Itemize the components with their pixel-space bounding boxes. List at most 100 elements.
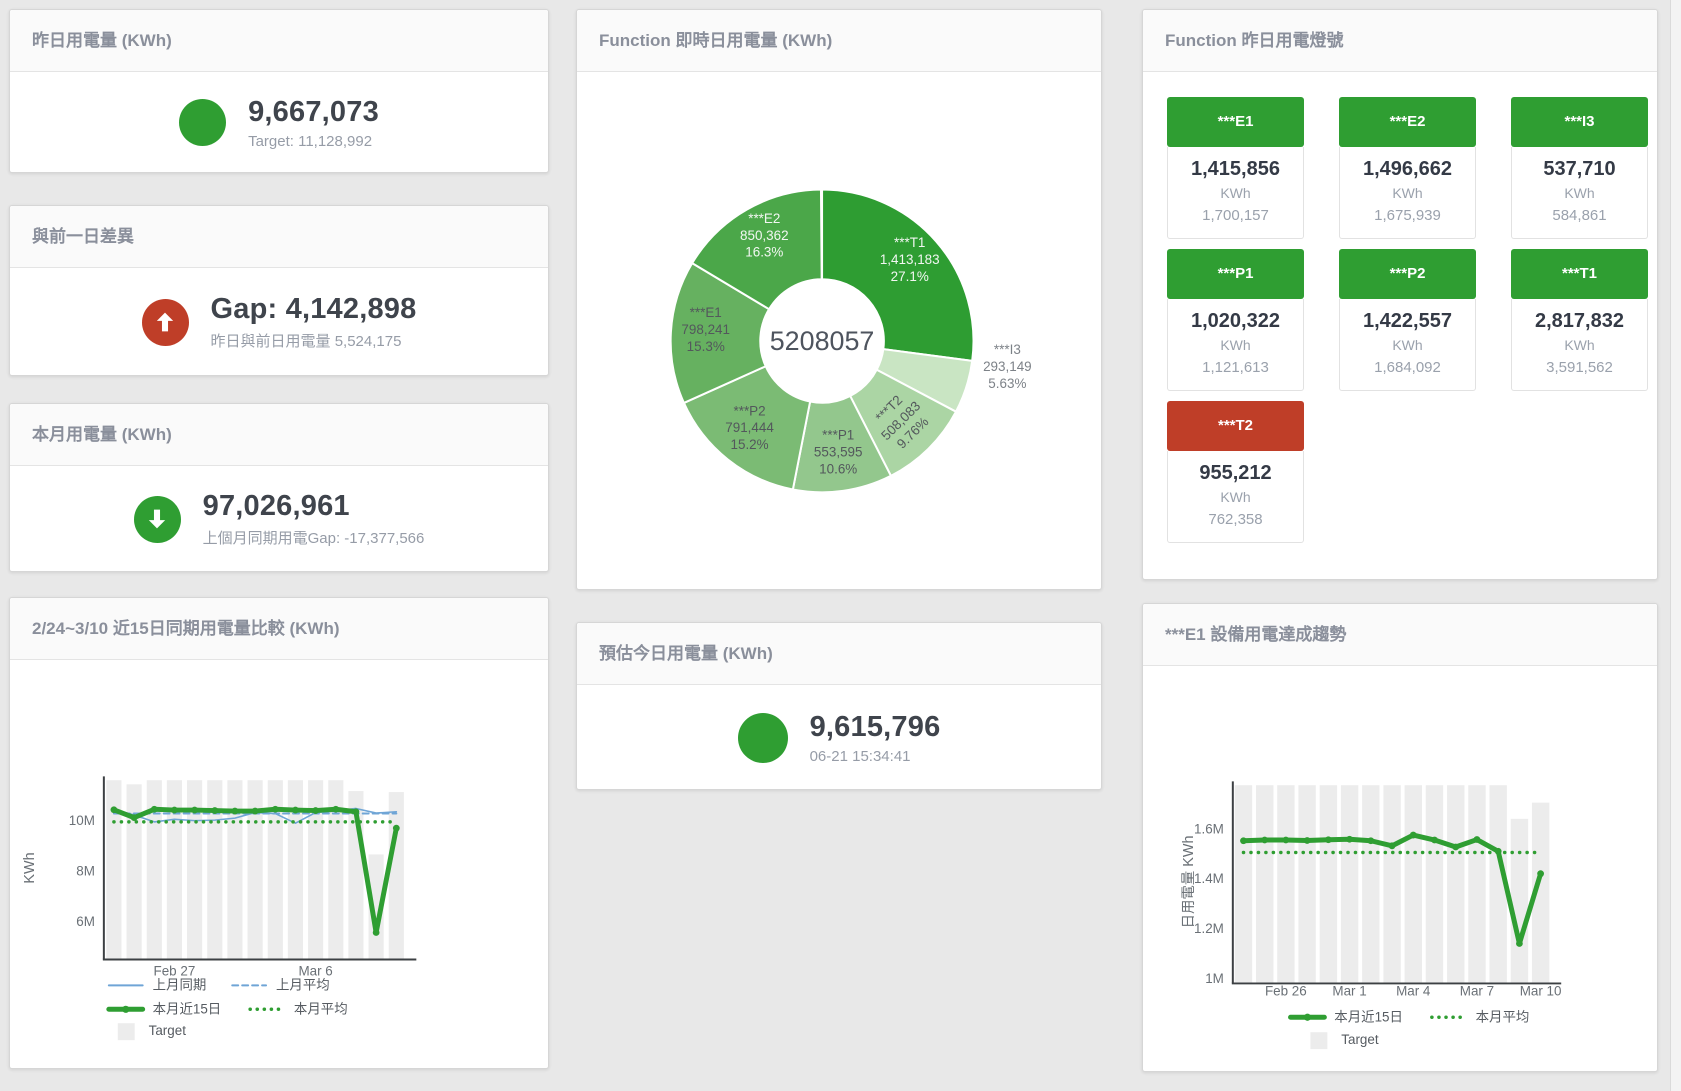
lamp-tile-value: 1,496,662 bbox=[1363, 158, 1452, 180]
panel-title: 昨日用電量 (KWh) bbox=[32, 31, 172, 50]
lamp-tile-header: ***I3 bbox=[1511, 97, 1648, 147]
data-point bbox=[171, 806, 178, 814]
data-point bbox=[1240, 837, 1247, 845]
target-bar bbox=[287, 780, 303, 960]
panel-header: ***E1 設備用電達成趨勢 bbox=[1143, 604, 1657, 666]
lamp-tile-unit: KWh bbox=[1564, 185, 1595, 201]
data-point bbox=[312, 807, 320, 814]
target-bar bbox=[207, 780, 223, 960]
target-bar bbox=[106, 780, 122, 960]
target-bar bbox=[1362, 785, 1380, 984]
status-circle-icon bbox=[179, 99, 227, 146]
legend-item-本月近15日[interactable]: 本月近15日 bbox=[1288, 1009, 1403, 1024]
y-axis-label: 日用電量 KWh bbox=[1181, 836, 1197, 929]
x-tick-label: Mar 10 bbox=[1520, 983, 1562, 998]
svg-text:本月近15日: 本月近15日 bbox=[1334, 1009, 1403, 1024]
legend-item-本月平均[interactable]: 本月平均 bbox=[1430, 1009, 1530, 1024]
lamp-tile-target: 762,358 bbox=[1208, 511, 1263, 528]
legend-item-本月平均[interactable]: 本月平均 bbox=[248, 1001, 348, 1016]
donut-slice-***T1[interactable] bbox=[821, 188, 975, 362]
target-bar bbox=[328, 780, 344, 960]
arrow-up-icon bbox=[141, 298, 189, 346]
lamp-tile-grid: ***E1 1,415,856 KWh 1,700,157 ***E2 1,496,662… bbox=[1143, 72, 1657, 543]
panel-title: 預估今日用電量 (KWh) bbox=[599, 644, 773, 663]
x-tick-label: Mar 4 bbox=[1396, 983, 1431, 998]
donut-slice-label: ***I3 293,149 5.63% bbox=[983, 342, 1032, 391]
donut-slice-***E2[interactable] bbox=[691, 188, 823, 311]
target-bar bbox=[1234, 785, 1253, 984]
panel-header: 與前一日差異 bbox=[10, 206, 548, 268]
target-bar bbox=[1383, 785, 1401, 984]
legend-item-上月同期[interactable]: 上月同期 bbox=[107, 977, 206, 992]
lamp-tile-***P2[interactable]: ***P2 1,422,557 KWh 1,684,092 bbox=[1339, 249, 1476, 391]
lamp-tile-***T2[interactable]: ***T2 955,212 KWh 762,358 bbox=[1167, 401, 1304, 543]
lamp-tile-header: ***E1 bbox=[1167, 97, 1304, 147]
svg-text:上月平均: 上月平均 bbox=[276, 977, 330, 992]
stat-subtitle: 06-21 15:34:41 bbox=[809, 747, 911, 765]
target-bar bbox=[1510, 818, 1529, 984]
panel-header: 2/24~3/10 近15日同期用電量比較 (KWh) bbox=[10, 598, 548, 660]
data-point bbox=[1473, 836, 1481, 843]
data-point bbox=[1388, 842, 1396, 850]
legend-item-上月平均[interactable]: 上月平均 bbox=[231, 977, 330, 992]
target-bar bbox=[1425, 785, 1444, 984]
lamp-tile-***P1[interactable]: ***P1 1,020,322 KWh 1,121,613 bbox=[1167, 249, 1304, 391]
target-bar bbox=[308, 780, 324, 960]
data-point bbox=[1367, 837, 1375, 845]
lamp-tile-***I3[interactable]: ***I3 537,710 KWh 584,861 bbox=[1511, 97, 1648, 239]
data-point bbox=[1261, 836, 1269, 844]
panel-function-lamp-status: Function 昨日用電燈號 ***E1 1,415,856 KWh 1,700,1… bbox=[1142, 9, 1658, 580]
data-point bbox=[292, 806, 299, 814]
lamp-tile-header: ***E2 bbox=[1339, 97, 1476, 147]
legend-item-Target[interactable]: Target bbox=[1310, 1032, 1379, 1050]
data-point bbox=[150, 805, 158, 813]
lamp-tile-value: 537,710 bbox=[1543, 158, 1616, 180]
target-bar bbox=[267, 780, 283, 960]
donut-slice-label: ***P2 791,444 15.2% bbox=[725, 403, 774, 452]
status-circle-icon bbox=[737, 712, 788, 763]
data-point bbox=[1303, 837, 1311, 844]
panel-month-usage: 本月用電量 (KWh) 97,026,961 上個月同期用電Gap: -17,3… bbox=[9, 403, 549, 572]
target-bar bbox=[1319, 785, 1338, 984]
target-bar bbox=[1447, 785, 1465, 984]
target-bar bbox=[1298, 785, 1316, 984]
lamp-tile-value: 955,212 bbox=[1199, 462, 1272, 484]
lamp-tile-target: 3,591,562 bbox=[1546, 359, 1613, 376]
stat-value: 97,026,961 bbox=[202, 490, 350, 522]
data-point bbox=[130, 814, 138, 822]
lamp-tile-***E2[interactable]: ***E2 1,496,662 KWh 1,675,939 bbox=[1339, 97, 1476, 239]
panel-function-realtime-donut: Function 即時日用電量 (KWh) ***T1 1,413,183 27.1… bbox=[576, 9, 1102, 590]
lamp-tile-unit: KWh bbox=[1564, 337, 1595, 353]
lamp-tile-***E1[interactable]: ***E1 1,415,856 KWh 1,700,157 bbox=[1167, 97, 1304, 239]
y-tick-label: 1.4M bbox=[1194, 871, 1224, 886]
legend-item-本月近15日[interactable]: 本月近15日 bbox=[106, 1001, 222, 1016]
data-point bbox=[211, 807, 219, 814]
data-point bbox=[231, 807, 239, 815]
x-tick-label: Feb 27 bbox=[154, 963, 196, 978]
data-point bbox=[271, 805, 279, 813]
panel-title: ***E1 設備用電達成趨勢 bbox=[1165, 625, 1347, 644]
donut-slice-label: ***T1 1,413,183 27.1% bbox=[880, 235, 940, 284]
x-tick-label: Mar 1 bbox=[1332, 983, 1366, 998]
lamp-tile-target: 584,861 bbox=[1552, 207, 1607, 224]
panel-header: 昨日用電量 (KWh) bbox=[10, 10, 548, 72]
stat-value: Gap: 4,142,898 bbox=[210, 293, 417, 325]
panel-15day-comparison-chart: 2/24~3/10 近15日同期用電量比較 (KWh) 6M 8M 10M KWh Fe… bbox=[9, 597, 549, 1069]
panel-title: Function 即時日用電量 (KWh) bbox=[599, 31, 833, 50]
panel-title: 與前一日差異 bbox=[32, 227, 134, 246]
donut-center-total: 5208057 bbox=[770, 326, 875, 356]
data-point bbox=[1431, 836, 1438, 844]
donut-slice-***E1[interactable] bbox=[669, 262, 771, 404]
x-tick-label: Mar 7 bbox=[1460, 983, 1494, 998]
donut-slice-***P2[interactable] bbox=[682, 365, 812, 491]
target-bar bbox=[1489, 785, 1507, 984]
svg-text:本月平均: 本月平均 bbox=[1476, 1009, 1530, 1024]
panel-header: 本月用電量 (KWh) bbox=[10, 404, 548, 466]
svg-text:本月近15日: 本月近15日 bbox=[153, 1001, 222, 1016]
legend-item-Target[interactable]: Target bbox=[117, 1023, 186, 1041]
scrollbar-track[interactable] bbox=[1670, 0, 1681, 1091]
lamp-tile-***T1[interactable]: ***T1 2,817,832 KWh 3,591,562 bbox=[1511, 249, 1648, 391]
